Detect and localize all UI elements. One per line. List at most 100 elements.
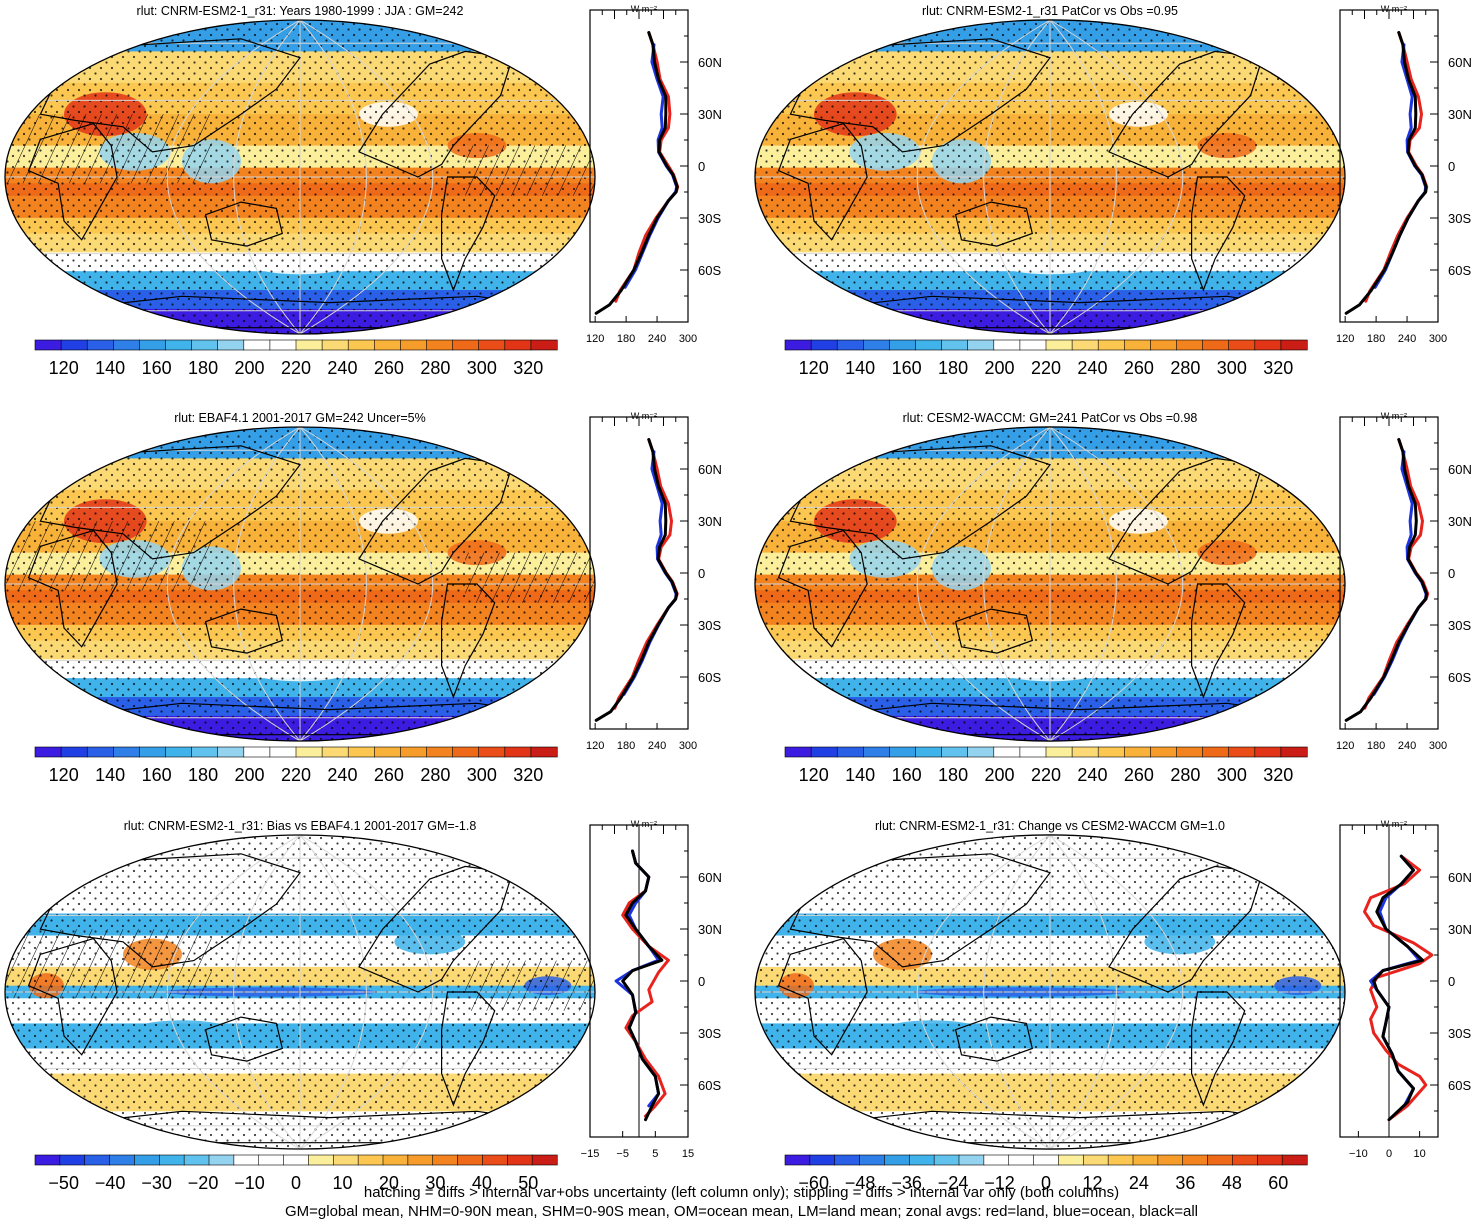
zonal-profile: W m⁻² 60N 30N 0 30S 60S 120 180 240 300 [586, 411, 722, 752]
profile-ylabel: 60N [1448, 55, 1472, 70]
panel-3: rlut: EBAF4.1 2001-2017 GM=242 Uncer=5% 1… [4, 411, 722, 785]
profile-xlabel: 300 [679, 740, 697, 752]
colorbar-cell [1228, 339, 1256, 351]
colorbar-cell [941, 339, 969, 351]
profile-ylabel: 60N [698, 462, 722, 477]
profile-xlabel: 180 [617, 333, 635, 345]
colorbar-cell [478, 339, 506, 351]
colorbar-label: 320 [513, 765, 543, 785]
colorbar-cell [158, 1154, 185, 1166]
colorbar-cell [233, 1154, 260, 1166]
coastline [358, 50, 514, 178]
colorbar-label: 40 [472, 1173, 492, 1193]
coastline [1108, 865, 1264, 993]
colorbar-label: 180 [938, 358, 968, 378]
graticule-meridian [233, 20, 301, 334]
profile-ylabel: 30N [698, 514, 722, 529]
colorbar-cell [506, 1154, 533, 1166]
colorbar-cell [1019, 746, 1047, 758]
colorbar-cell [915, 339, 943, 351]
colorbar: 120 140 160 180 200 220 240 260 280 300 320 [34, 746, 558, 785]
map-border [754, 834, 1346, 1150]
colorbar-cell [86, 339, 114, 351]
profile-ylabel: 60S [698, 1078, 721, 1093]
colorbar-label: 200 [985, 358, 1015, 378]
profile-ylabel: 60S [698, 263, 721, 278]
colorbar-cell [784, 1154, 811, 1166]
colorbar-cell [1232, 1154, 1258, 1166]
graticule-meridian [167, 427, 301, 741]
coastline [1191, 176, 1246, 292]
colorbar-cell [84, 1154, 111, 1166]
profile-ylabel: 60N [698, 870, 722, 885]
profile-frame [1339, 416, 1439, 730]
profile-ylabel: 30S [698, 211, 721, 226]
colorbar-cell [809, 1154, 836, 1166]
coastline [954, 608, 1034, 654]
profile-ylabel: 0 [1448, 974, 1455, 989]
colorbar-label: 320 [513, 358, 543, 378]
colorbar-cell [321, 339, 349, 351]
profile-line-all [621, 849, 664, 1122]
colorbar-label: 140 [95, 765, 125, 785]
colorbar-label: 220 [281, 765, 311, 785]
coastline [358, 865, 514, 993]
colorbar-cell [373, 746, 401, 758]
colorbar-cell [113, 746, 141, 758]
colorbar-label: 140 [95, 358, 125, 378]
panels: rlut: CNRM-ESM2-1_r31: Years 1980-1999 :… [4, 4, 1472, 1193]
map [755, 426, 1345, 742]
colorbar-label: 160 [892, 765, 922, 785]
colorbar-label: 180 [938, 765, 968, 785]
footnote-line-2: GM=global mean, NHM=0-90N mean, SHM=0-90… [284, 1203, 1198, 1220]
profile-xlabel: 300 [1429, 740, 1447, 752]
colorbar-cell [1058, 1154, 1084, 1166]
colorbar-cell [836, 339, 864, 351]
colorbar-label: 320 [1263, 765, 1293, 785]
coastline [358, 457, 514, 585]
panel-1: rlut: CNRM-ESM2-1_r31: Years 1980-1999 :… [4, 4, 722, 378]
colorbar-cell [308, 1154, 334, 1166]
colorbar-cell [1228, 746, 1256, 758]
colorbar-cell [889, 746, 917, 758]
colorbar-cell [908, 1154, 935, 1166]
colorbar-label: 50 [518, 1173, 538, 1193]
colorbar-cell [217, 339, 245, 351]
colorbar-cell [530, 339, 558, 351]
map-border [754, 426, 1346, 742]
profile-ylabel: 30N [1448, 922, 1472, 937]
colorbar-label: 280 [420, 358, 450, 378]
profile-frame [589, 416, 689, 730]
graticule-meridian [983, 834, 1051, 1150]
colorbar-label: 260 [1124, 765, 1154, 785]
colorbar-label: 260 [1124, 358, 1154, 378]
profile-ylabel: 30S [1448, 1026, 1471, 1041]
colorbar-cell [269, 746, 297, 758]
colorbar-cell [217, 746, 245, 758]
colorbar-cell [400, 746, 428, 758]
coastline [954, 1016, 1034, 1062]
colorbar-cell [109, 1154, 136, 1166]
profile-ylabel: 30S [698, 618, 721, 633]
colorbar-cell [191, 746, 219, 758]
colorbar-cell [243, 746, 271, 758]
colorbar-cell [283, 1154, 310, 1166]
graticule-meridian [1049, 19, 1183, 335]
colorbar-cell [357, 1154, 384, 1166]
colorbar-label: 200 [235, 358, 265, 378]
profile-xlabel: 120 [586, 740, 604, 752]
colorbar-label: 120 [49, 765, 79, 785]
graticule-meridian [917, 426, 1051, 742]
colorbar-cell [1202, 339, 1230, 351]
graticule-meridian [233, 427, 301, 741]
colorbar-cell [1281, 1154, 1308, 1166]
colorbar-label: 240 [1077, 358, 1107, 378]
profile-ylabel: 0 [1448, 159, 1455, 174]
profile-xlabel: 120 [1336, 740, 1354, 752]
profile-xlabel: 120 [586, 333, 604, 345]
coastline [777, 937, 868, 1056]
colorbar-cell [452, 339, 480, 351]
zonal-profile: W m⁻² 60N 30N 0 30S 60S −10 0 10 [1339, 819, 1472, 1160]
colorbar-cell [810, 339, 838, 351]
coastline [777, 122, 868, 241]
